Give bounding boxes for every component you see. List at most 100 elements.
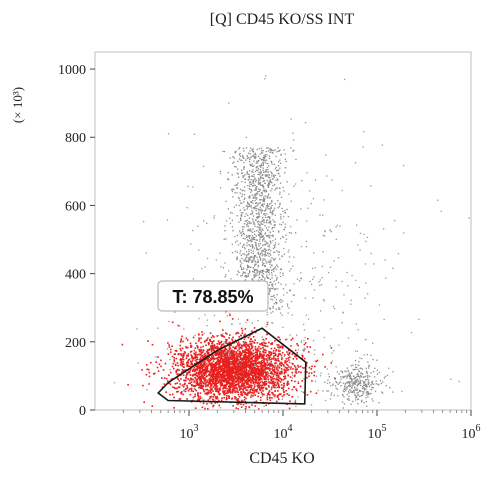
data-point [262,395,264,397]
data-point [240,406,243,408]
data-point [288,359,290,361]
data-point [246,157,248,160]
data-point [243,396,246,398]
data-point [206,379,209,382]
data-point [256,274,258,276]
data-point [265,373,267,376]
data-point [261,240,264,242]
data-point [223,368,225,371]
data-point [173,396,175,399]
data-point [267,372,270,375]
data-point [200,387,202,389]
data-point [182,354,185,357]
data-point [262,199,264,201]
data-point [220,399,223,402]
data-point [271,211,274,213]
data-point [220,365,223,367]
data-point [288,366,290,368]
data-point [269,367,271,370]
data-point [258,234,260,237]
data-point [377,383,379,385]
data-point [261,355,263,357]
data-point [268,205,270,207]
data-point [207,337,209,339]
data-point [237,343,239,345]
data-point [236,383,238,386]
data-point [292,358,295,360]
data-point [247,222,249,224]
data-point [226,380,229,383]
data-point [271,149,273,151]
data-point [264,371,266,374]
data-point [361,387,364,390]
data-point [256,205,258,207]
data-point [323,336,325,339]
data-point [255,356,258,358]
data-point [361,386,364,388]
data-point [184,352,187,354]
data-point [265,355,268,357]
data-point [367,391,370,393]
data-point [250,183,252,185]
data-point [201,375,204,378]
data-point [234,361,236,363]
data-point [358,361,360,363]
data-point [242,389,244,391]
data-point [252,392,255,395]
data-point [272,295,274,298]
data-point [243,350,245,352]
data-point [305,246,307,248]
data-point [273,267,275,269]
data-point [257,366,260,368]
data-point [248,152,250,154]
data-point [252,220,254,222]
data-point [198,367,200,369]
data-point [269,261,271,264]
data-point [260,396,262,399]
data-point [254,152,256,155]
data-point [368,365,370,368]
data-point [210,402,213,405]
data-point [249,360,251,363]
data-point [275,308,277,310]
data-point [251,210,253,212]
data-point [250,178,252,181]
data-point [231,388,234,391]
data-point [267,242,269,244]
data-point [231,339,234,342]
data-point [257,213,259,215]
data-point [354,386,356,388]
data-point [249,272,251,274]
data-point [261,159,263,161]
data-point [221,357,223,360]
data-point [264,370,266,372]
data-point [206,339,208,341]
data-point [240,391,243,393]
data-point [273,395,276,398]
data-point [247,386,249,389]
data-point [258,385,260,388]
data-point [274,296,276,299]
data-point [182,374,185,376]
data-point [236,187,238,189]
data-point [348,373,350,376]
data-point [311,380,313,382]
data-point [253,165,255,167]
data-point [259,157,261,159]
data-point [236,258,238,260]
data-point [281,255,283,257]
data-point [370,372,372,374]
data-point [247,343,249,346]
data-point [231,378,233,381]
data-point [254,233,256,235]
data-point [198,359,201,361]
data-point [163,383,166,385]
data-point [263,348,265,351]
data-point [269,151,271,154]
data-point [212,357,214,360]
data-point [179,358,182,360]
data-point [272,352,275,355]
data-point [223,358,225,361]
data-point [243,382,245,385]
data-point [244,275,246,277]
